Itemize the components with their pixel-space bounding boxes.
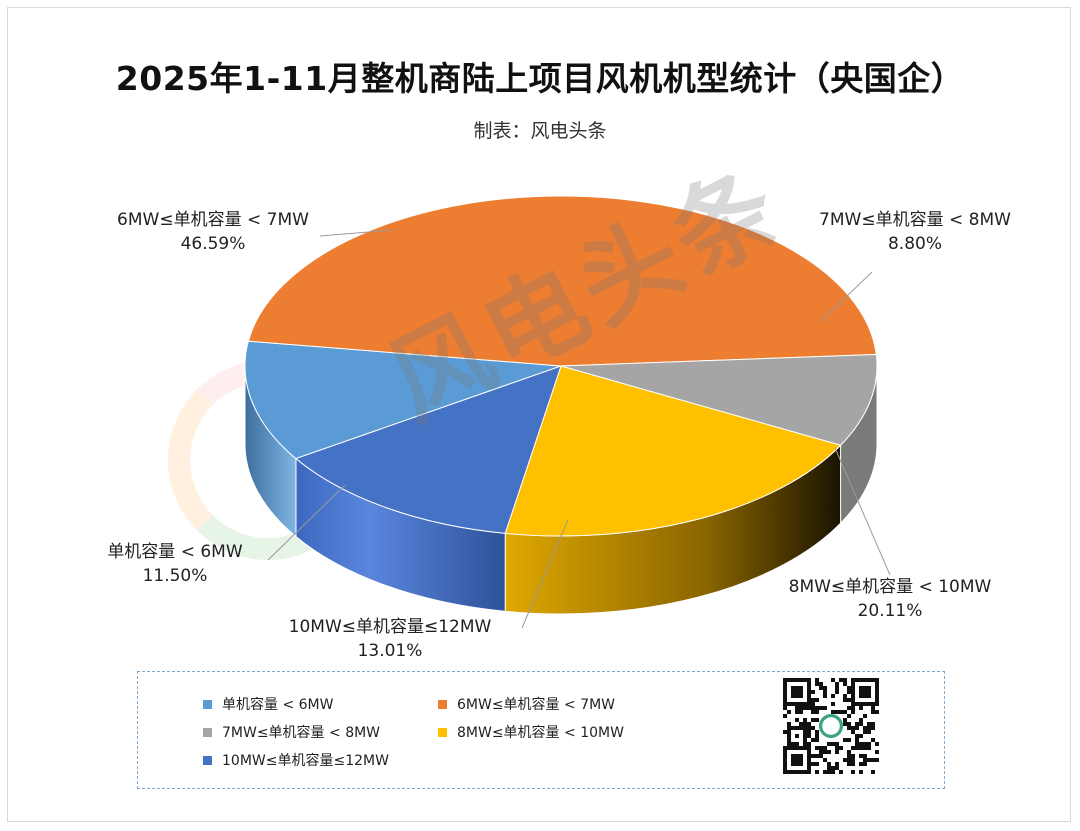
slice-label-value: 46.59% [180, 234, 246, 254]
leader-line [267, 484, 346, 561]
qr-code-icon [783, 678, 879, 774]
slice-label: 6MW≤单机容量 < 7MW 46.59% [88, 208, 338, 256]
legend-label: 单机容量 < 6MW [222, 697, 334, 713]
legend-label: 6MW≤单机容量 < 7MW [457, 697, 616, 713]
pie-slice [244, 340, 562, 460]
slice-label-value: 11.50% [142, 566, 208, 586]
slice-label: 8MW≤单机容量 < 10MW 20.11% [755, 575, 1025, 623]
pie-slice [294, 365, 562, 534]
chart-subtitle: 制表：风电头条 [473, 120, 607, 142]
leader-line [319, 229, 393, 237]
slice-label-value: 13.01% [357, 641, 423, 661]
chart-legend: 单机容量 < 6MW 6MW≤单机容量 < 7MW 7MW≤单机容量 < 8MW… [137, 671, 945, 789]
leader-line [819, 271, 873, 323]
slice-label-value: 20.11% [857, 601, 923, 621]
legend-swatch [203, 755, 212, 765]
legend-item: 单机容量 < 6MW [203, 694, 333, 714]
pie-slice [247, 195, 877, 367]
slice-label-name: 6MW≤单机容量 < 7MW [117, 210, 309, 230]
legend-label: 10MW≤单机容量≤12MW [222, 753, 389, 769]
slice-label: 7MW≤单机容量 < 8MW 8.80% [790, 208, 1040, 256]
slice-label-name: 单机容量 < 6MW [107, 542, 243, 562]
slice-label-name: 7MW≤单机容量 < 8MW [819, 210, 1011, 230]
slice-label: 单机容量 < 6MW 11.50% [60, 540, 290, 588]
pie-slice [504, 365, 842, 537]
leader-line [521, 519, 569, 629]
slice-label-name: 8MW≤单机容量 < 10MW [788, 577, 992, 597]
legend-swatch [438, 727, 447, 737]
legend-swatch [438, 699, 447, 709]
legend-item: 10MW≤单机容量≤12MW [203, 750, 389, 770]
legend-item: 7MW≤单机容量 < 8MW [203, 722, 380, 742]
chart-title: 2025年1-11月整机商陆上项目风机机型统计（央国企） [115, 59, 965, 98]
leader-line [834, 447, 891, 576]
legend-swatch [203, 699, 212, 709]
legend-label: 7MW≤单机容量 < 8MW [222, 725, 381, 741]
legend-label: 8MW≤单机容量 < 10MW [457, 725, 624, 741]
slice-label: 10MW≤单机容量≤12MW 13.01% [255, 615, 525, 663]
slice-label-name: 10MW≤单机容量≤12MW [288, 617, 492, 637]
legend-swatch [203, 727, 212, 737]
slice-label-value: 8.80% [887, 234, 942, 254]
pie-slice [560, 353, 878, 446]
legend-item: 8MW≤单机容量 < 10MW [438, 722, 624, 742]
legend-item: 6MW≤单机容量 < 7MW [438, 694, 615, 714]
